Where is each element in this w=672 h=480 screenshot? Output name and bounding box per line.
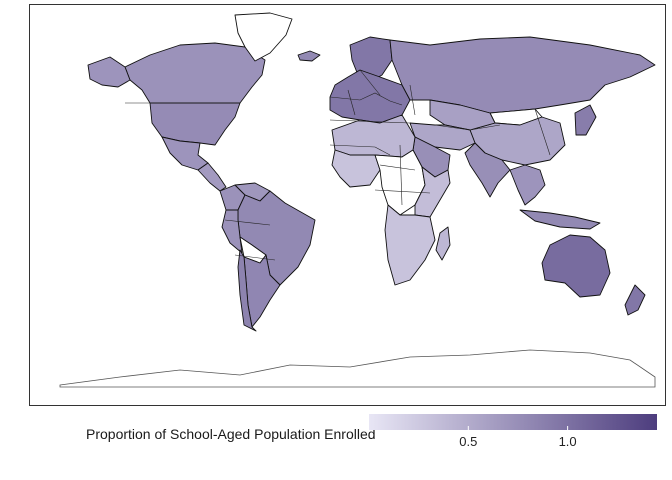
region-peru: Peru [221, 209, 243, 254]
legend-tick-label: 0.5 [459, 434, 478, 449]
region-antarctica: Antarctica [59, 349, 656, 388]
legend-color-bar [369, 414, 657, 430]
world-map: CanadaGreenlandAlaskaUnited StatesMexico… [59, 12, 656, 388]
region-greenland: Greenland [234, 12, 293, 62]
region-southeast-asia: Southeast Asia [509, 164, 546, 206]
region-east-africa: East Africa [414, 166, 451, 218]
region-india: India [464, 142, 511, 198]
region-alaska: Alaska [87, 56, 131, 88]
map-panel: CanadaGreenlandAlaskaUnited StatesMexico… [29, 4, 666, 406]
internal-borders [125, 69, 551, 261]
region-central-america: Central America [197, 162, 227, 192]
region-madagascar: Madagascar [435, 226, 451, 261]
region-indonesia: Indonesia [519, 209, 601, 230]
region-west-africa: West Africa [331, 149, 381, 188]
region-canada: Canada [124, 42, 266, 104]
region-russia: Russia [389, 36, 656, 114]
legend-title: Proportion of School-Aged Population Enr… [86, 426, 376, 442]
region-chile: Chile [237, 249, 257, 332]
region-new-zealand: New Zealand [624, 284, 646, 316]
regions-layer: CanadaGreenlandAlaskaUnited StatesMexico… [59, 12, 656, 388]
region-kazakhstan: Kazakhstan [429, 99, 496, 131]
region-southern-africa: Southern Africa [384, 204, 436, 286]
legend-gradient [369, 414, 657, 430]
legend: Proportion of School-Aged Population Enr… [0, 410, 672, 470]
legend-tick-label: 1.0 [558, 434, 577, 449]
region-western-europe: Western Europe [329, 69, 411, 124]
region-japan: Japan [574, 104, 597, 136]
region-australia: Australia [541, 234, 611, 298]
region-iceland: Iceland [297, 50, 321, 62]
